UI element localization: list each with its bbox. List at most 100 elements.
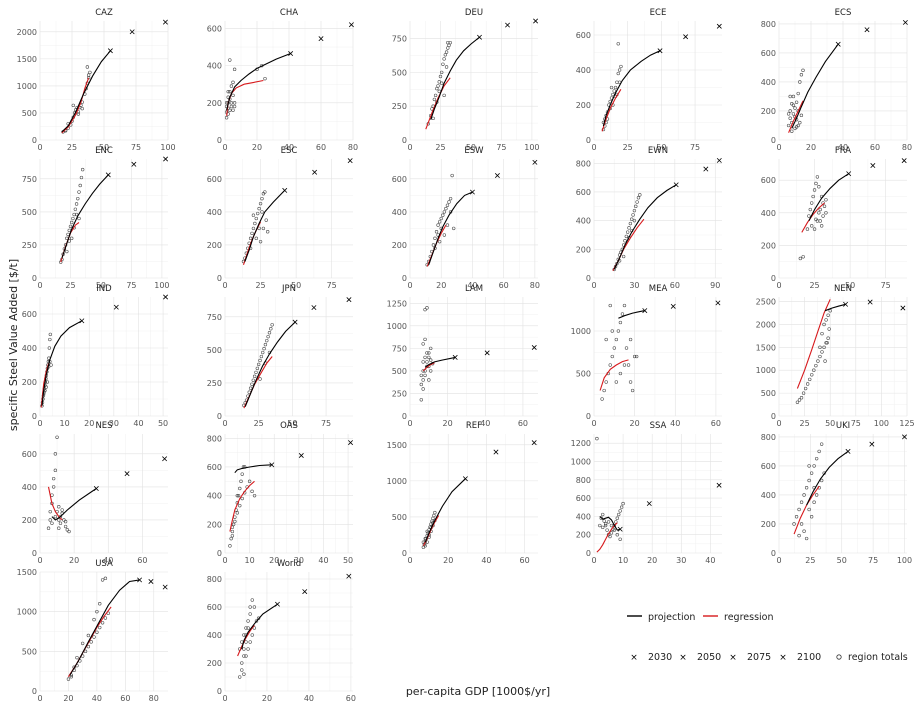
data-point xyxy=(786,123,791,128)
projection-line xyxy=(61,174,109,259)
year-marker xyxy=(867,299,873,305)
year-marker xyxy=(531,440,537,446)
year-marker xyxy=(901,158,907,164)
data-point xyxy=(86,633,91,638)
data-point xyxy=(812,500,816,504)
data-point xyxy=(617,68,622,72)
year-marker xyxy=(642,308,648,314)
year-marker xyxy=(346,297,352,303)
data-point xyxy=(242,654,246,658)
y-tick-label: 600 xyxy=(207,24,222,33)
data-point xyxy=(250,598,254,602)
year-marker xyxy=(532,159,538,165)
data-point xyxy=(250,382,254,386)
year-marker xyxy=(900,305,906,311)
year-marker xyxy=(347,158,353,164)
data-point xyxy=(264,218,268,222)
regression-line xyxy=(425,77,451,130)
data-point xyxy=(228,58,232,62)
year-marker xyxy=(162,456,168,462)
data-point xyxy=(622,363,627,367)
data-point xyxy=(235,493,239,498)
data-point xyxy=(614,337,619,342)
x-tick-label: 0 xyxy=(776,143,781,152)
facet-plot-area xyxy=(410,434,538,553)
x-tick-label: 0 xyxy=(222,281,227,290)
x-tick-label: 50 xyxy=(656,143,666,152)
data-point xyxy=(797,533,801,538)
x-tick-label: 0 xyxy=(37,419,42,428)
data-point xyxy=(619,505,624,509)
data-point xyxy=(801,255,805,259)
y-tick-label: 1000 xyxy=(756,366,776,375)
y-tick-label: 1500 xyxy=(756,343,776,352)
x-tick-label: 75 xyxy=(881,281,891,290)
x-tick-label: 10 xyxy=(618,556,628,565)
year-marker xyxy=(129,29,135,35)
facet-plot-area xyxy=(40,434,168,553)
y-tick-label: 800 xyxy=(761,20,776,29)
data-point xyxy=(612,346,616,350)
data-point xyxy=(616,329,621,333)
data-point xyxy=(70,236,74,241)
year-marker xyxy=(870,163,876,169)
data-point xyxy=(433,236,437,241)
x-tick-label: 30 xyxy=(294,556,304,565)
data-point xyxy=(239,479,243,483)
y-tick-label: 200 xyxy=(22,516,37,525)
data-point xyxy=(812,227,817,231)
data-point xyxy=(230,534,235,538)
year-marker xyxy=(282,187,288,193)
data-point xyxy=(788,109,792,113)
data-point xyxy=(616,42,620,46)
x-tick-label: 0 xyxy=(591,281,596,290)
y-tick-label: 200 xyxy=(576,101,591,110)
data-point xyxy=(615,516,619,520)
facet-plot-area xyxy=(594,297,722,416)
data-point xyxy=(265,230,270,234)
facet-title: IND xyxy=(96,284,112,294)
data-point xyxy=(232,67,237,72)
data-point xyxy=(423,337,427,342)
data-point xyxy=(602,519,606,523)
y-tick-label: 0 xyxy=(586,412,591,421)
x-tick-label: 25 xyxy=(67,143,77,152)
data-point xyxy=(612,528,617,532)
data-point xyxy=(85,65,90,69)
x-tick-label: 75 xyxy=(327,281,337,290)
data-point xyxy=(266,334,270,339)
year-marker xyxy=(269,462,275,468)
data-point xyxy=(263,342,268,347)
data-point xyxy=(447,200,451,204)
year-marker xyxy=(348,22,354,28)
y-tick-label: 1000 xyxy=(17,82,37,91)
data-point xyxy=(628,337,633,342)
data-point xyxy=(788,94,792,99)
x-tick-label: 25 xyxy=(800,419,810,428)
data-point xyxy=(425,351,429,355)
x-tick-label: 0 xyxy=(407,143,412,152)
y-tick-label: 400 xyxy=(761,209,776,218)
data-point xyxy=(425,360,429,364)
year-marker xyxy=(716,157,722,163)
x-tick-label: 0 xyxy=(591,556,596,565)
y-tick-label: 0 xyxy=(586,549,591,558)
data-point xyxy=(818,207,822,212)
data-point xyxy=(53,468,58,473)
data-point xyxy=(433,510,437,515)
data-point xyxy=(231,108,235,112)
data-point xyxy=(788,116,792,120)
y-tick-label: 500 xyxy=(22,647,37,656)
data-point xyxy=(599,516,603,520)
data-point xyxy=(595,436,599,441)
y-tick-label: 600 xyxy=(207,603,222,612)
data-point xyxy=(238,675,242,679)
data-point xyxy=(251,226,256,231)
y-tick-label: 1500 xyxy=(17,568,37,577)
data-point xyxy=(807,214,811,218)
facet-ewn: 0 30 60 90 0 200 400 600 800 EWN xyxy=(576,146,722,290)
data-point xyxy=(248,236,253,241)
projection-line xyxy=(69,579,140,676)
data-point xyxy=(258,358,262,363)
